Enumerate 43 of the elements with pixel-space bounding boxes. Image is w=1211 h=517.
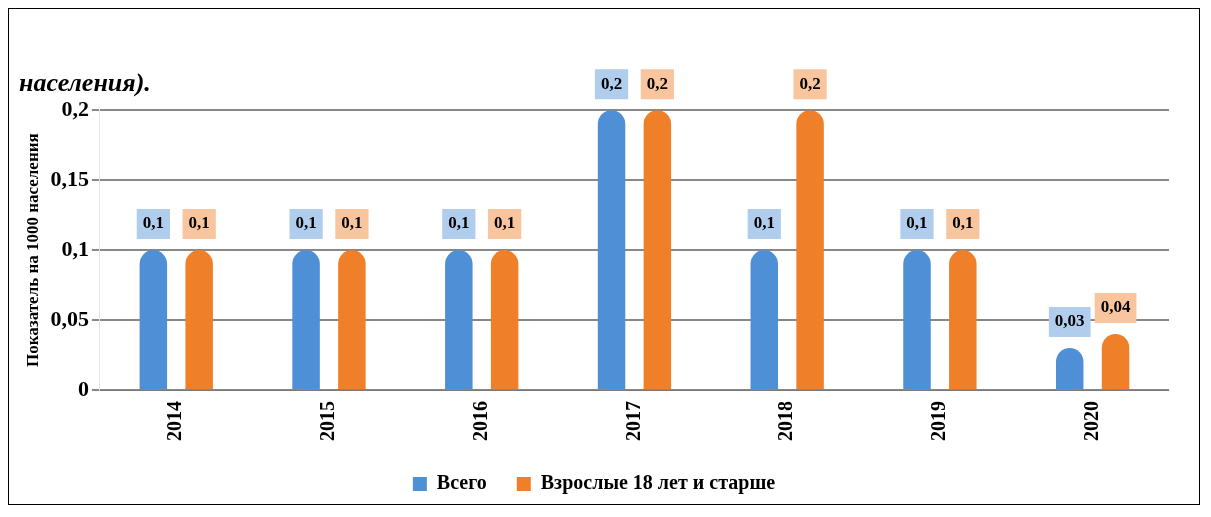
data-label: 0,1: [753, 213, 775, 233]
bar: [597, 110, 626, 389]
y-tick-label: 0,15: [50, 165, 89, 191]
data-label: 0,1: [448, 213, 470, 233]
data-label: 0,1: [494, 213, 516, 233]
bar: [292, 250, 320, 389]
bar: [796, 110, 824, 389]
x-tick-label: 2020: [1079, 401, 1102, 441]
bar: [490, 250, 519, 389]
y-tick-label: 0,1: [61, 235, 89, 261]
data-label: 0,1: [906, 213, 928, 233]
x-tick-label: 2018: [774, 401, 797, 441]
y-tick-label: 0: [77, 375, 89, 401]
y-axis-title: Показатель на 1000 населения: [22, 133, 42, 367]
bar: [185, 250, 213, 389]
data-label: 0,2: [799, 73, 821, 93]
bar: [139, 250, 168, 389]
legend-label: Взрослые 18 лет и старше: [540, 471, 776, 495]
y-tick-label: 0,2: [61, 95, 89, 121]
x-tick-label: 2014: [163, 401, 186, 441]
x-tick-label: 2015: [316, 401, 339, 441]
data-label: 0,1: [295, 213, 317, 233]
data-label: 0,04: [1100, 297, 1131, 317]
chart-title: населения).: [19, 68, 151, 98]
data-label: 0,1: [188, 213, 210, 233]
bar: [1101, 334, 1130, 389]
y-tick-label: 0,05: [50, 305, 89, 331]
x-tick-label: 2017: [621, 401, 644, 441]
legend-label: Всего: [436, 471, 487, 494]
data-label: 0,1: [952, 213, 974, 233]
bar: [338, 250, 366, 389]
bar: [445, 250, 473, 389]
x-tick-label: 2019: [927, 401, 950, 441]
data-label: 0,2: [646, 73, 668, 93]
bar: [750, 250, 779, 389]
data-label: 0,1: [142, 213, 164, 233]
bar: [643, 110, 672, 389]
data-label: 0,1: [341, 213, 363, 233]
data-label: 0,03: [1054, 311, 1085, 331]
data-label: 0,2: [600, 73, 623, 93]
bar: [903, 250, 931, 389]
x-tick-label: 2016: [468, 401, 491, 441]
bar: [949, 250, 977, 389]
